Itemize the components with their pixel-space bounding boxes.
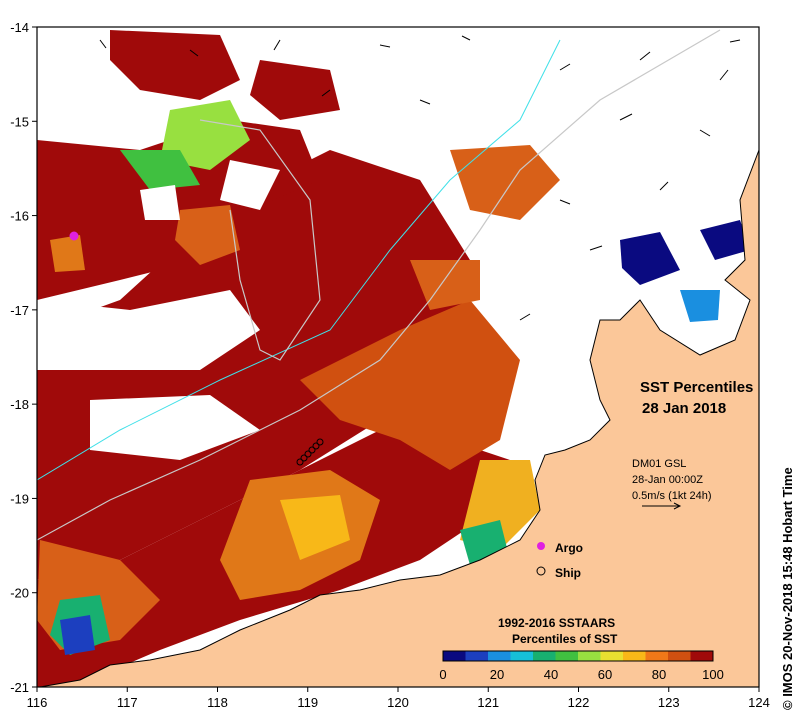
sst-cold-region bbox=[60, 220, 750, 655]
y-tick-label: -14 bbox=[10, 20, 29, 35]
x-tick-label: 116 bbox=[27, 695, 48, 710]
argo-float-marker bbox=[69, 231, 79, 241]
colorbar-swatch bbox=[465, 651, 489, 661]
y-tick-label: -18 bbox=[10, 397, 29, 412]
colorbar-ticks: 0 20 40 60 80 100 bbox=[439, 667, 723, 682]
ship-track bbox=[296, 438, 324, 466]
colorbar-tick-label: 0 bbox=[439, 667, 446, 682]
contour-grey-2 bbox=[199, 119, 321, 361]
map-title: SST Percentiles bbox=[640, 379, 753, 396]
colorbar-title-1: 1992-2016 SSTAARS bbox=[498, 616, 615, 630]
colorbar-swatch bbox=[690, 651, 714, 661]
x-tick-label: 124 bbox=[748, 695, 770, 710]
y-axis: -14 -15 -16 -17 -18 -19 -20 -21 bbox=[10, 20, 37, 695]
current-time-label: 28-Jan 00:00Z bbox=[632, 474, 703, 486]
x-tick-label: 123 bbox=[658, 695, 680, 710]
x-tick-label: 118 bbox=[207, 695, 228, 710]
x-tick-label: 120 bbox=[387, 695, 409, 710]
colorbar-swatch bbox=[443, 651, 466, 661]
land-mass bbox=[40, 150, 759, 687]
current-arrows bbox=[99, 35, 741, 321]
y-tick-label: -20 bbox=[10, 586, 29, 601]
contour-cyan bbox=[37, 39, 561, 481]
map-date: 28 Jan 2018 bbox=[642, 400, 726, 417]
colorbar-tick-label: 20 bbox=[490, 667, 504, 682]
colorbar-swatch bbox=[668, 651, 691, 661]
colorbar-swatch bbox=[533, 651, 556, 661]
x-tick-label: 117 bbox=[117, 695, 138, 710]
map-layers bbox=[37, 29, 759, 687]
colorbar-tick-label: 100 bbox=[702, 667, 724, 682]
current-source-label: DM01 GSL bbox=[632, 458, 686, 470]
colorbar-swatch bbox=[555, 651, 579, 661]
colorbar-tick-label: 80 bbox=[652, 667, 666, 682]
coastline bbox=[39, 149, 759, 687]
x-tick-label: 121 bbox=[477, 695, 499, 710]
credit-text: © IMOS 20-Nov-2018 15:48 Hobart Time bbox=[780, 467, 795, 710]
colorbar-swatch bbox=[645, 651, 669, 661]
cloud-gaps bbox=[37, 160, 280, 460]
current-scale-label: 0.5m/s (1kt 24h) bbox=[632, 490, 711, 502]
y-tick-label: -19 bbox=[10, 491, 29, 506]
colorbar-swatch bbox=[510, 651, 534, 661]
colorbar-swatch bbox=[623, 651, 646, 661]
y-tick-label: -15 bbox=[10, 114, 29, 129]
colorbar-tick-label: 40 bbox=[544, 667, 558, 682]
ship-legend-label: Ship bbox=[555, 566, 581, 580]
sst-moderate-region bbox=[50, 100, 540, 655]
current-scale-arrow bbox=[642, 502, 682, 510]
colorbar-swatch bbox=[488, 651, 511, 661]
argo-legend-label: Argo bbox=[555, 541, 583, 555]
y-tick-label: -16 bbox=[10, 209, 29, 224]
colorbar-frame bbox=[442, 650, 714, 662]
argo-legend-icon bbox=[537, 542, 545, 550]
colorbar-tick-label: 60 bbox=[598, 667, 612, 682]
y-tick-label: -21 bbox=[10, 680, 29, 695]
contour-grey-1 bbox=[37, 29, 721, 541]
colorbar-title-2: Percentiles of SST bbox=[512, 632, 618, 646]
x-axis: 116 117 118 119 120 121 122 123 124 bbox=[27, 687, 770, 710]
x-tick-label: 119 bbox=[297, 695, 318, 710]
colorbar bbox=[443, 651, 714, 661]
y-tick-label: -17 bbox=[10, 303, 29, 318]
colorbar-swatch bbox=[600, 651, 624, 661]
x-tick-label: 122 bbox=[568, 695, 590, 710]
colorbar-swatch bbox=[578, 651, 601, 661]
ship-legend-icon bbox=[536, 566, 546, 576]
